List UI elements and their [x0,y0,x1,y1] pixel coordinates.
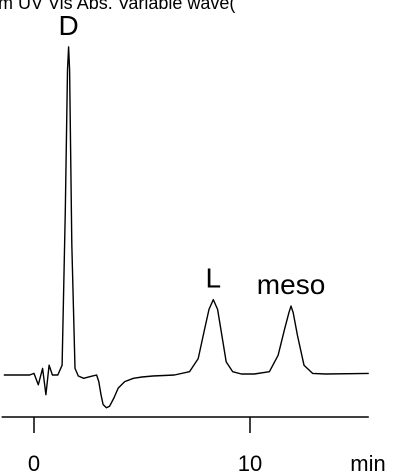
chromatogram-trace [3,46,369,409]
x-axis-ticks: 0 10 [28,417,262,473]
peak-label-d: D [58,10,78,41]
peak-label-l: L [205,263,221,294]
x-axis-label: min [350,451,385,473]
peak-labels: D L meso [58,10,325,300]
x-tick-label: 0 [28,451,40,473]
peak-label-meso: meso [257,269,325,300]
x-tick-label: 10 [238,451,262,473]
header-fragment: m UV Vis Abs. Variable wave( [0,0,235,13]
